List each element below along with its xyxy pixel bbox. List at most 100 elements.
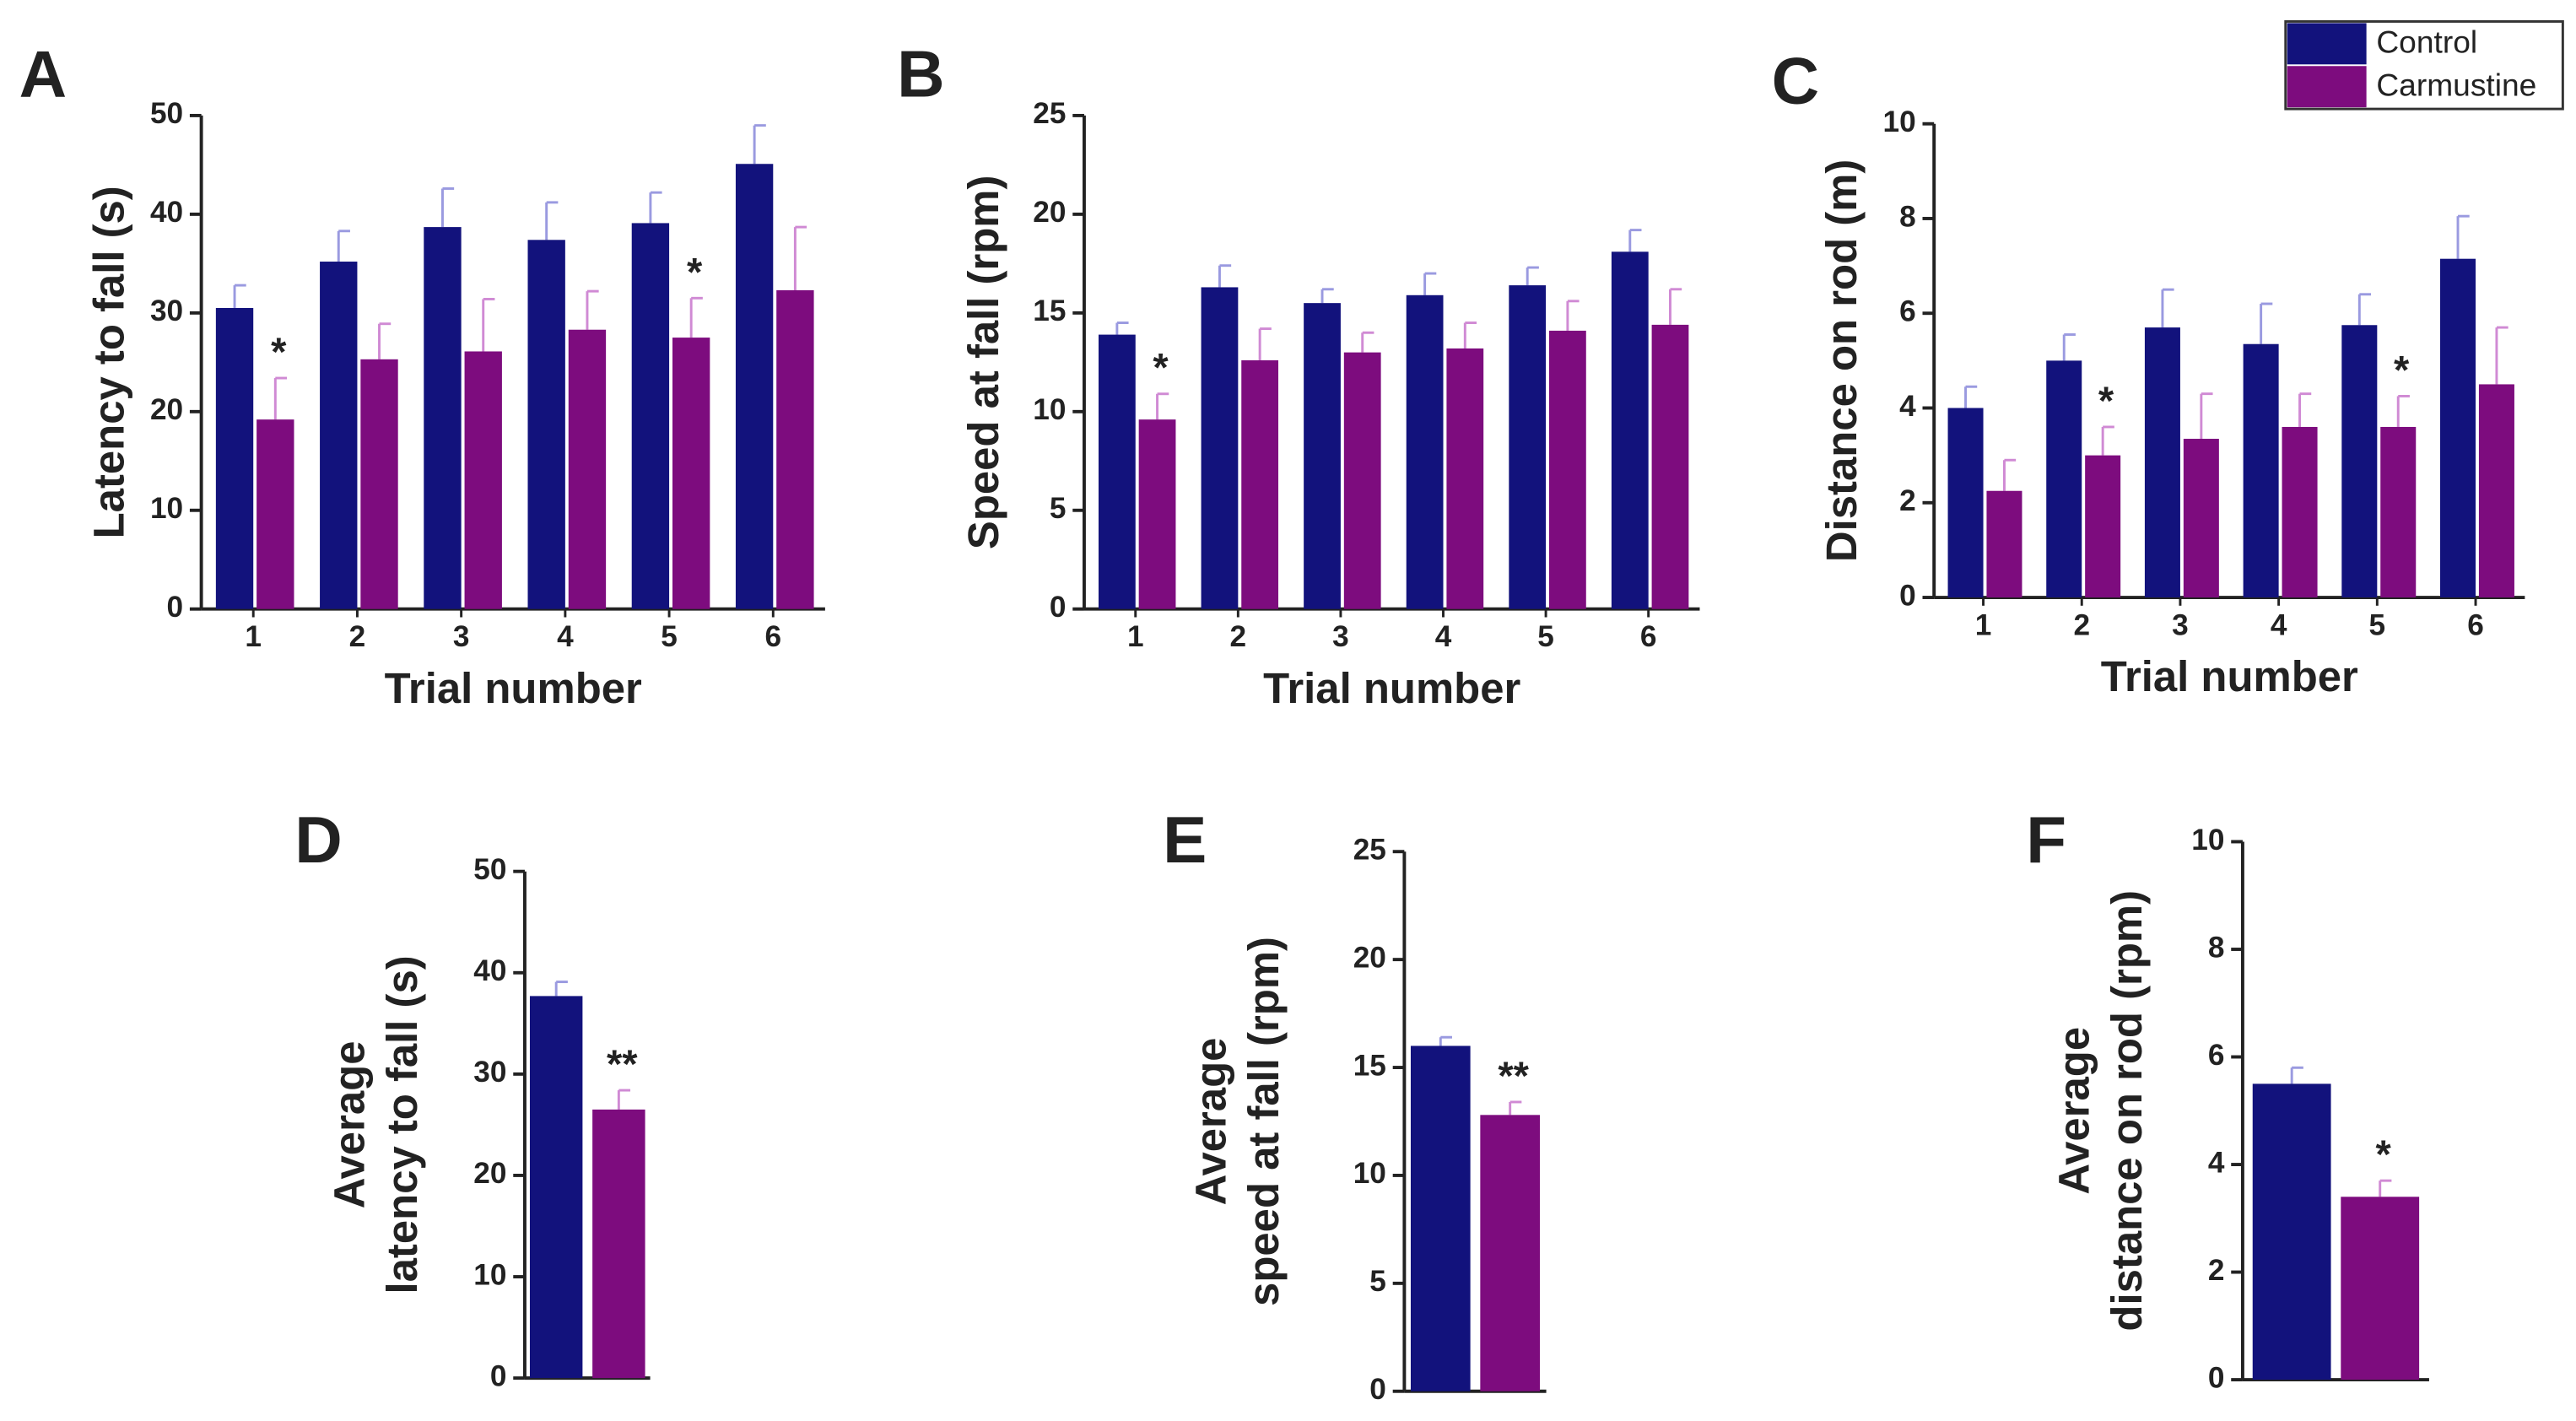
y-tick-label: 25 bbox=[1353, 834, 1386, 867]
bar bbox=[1480, 1115, 1540, 1391]
y-axis-label: Average latency to fall (s) bbox=[326, 955, 427, 1294]
x-tick-label: 1 bbox=[1127, 620, 1144, 653]
y-tick-label: 40 bbox=[473, 954, 506, 987]
y-tick-label: 10 bbox=[473, 1258, 506, 1291]
bar bbox=[215, 308, 254, 609]
y-tick-label: 10 bbox=[1353, 1157, 1386, 1190]
bar bbox=[631, 223, 670, 609]
y-tick-label: 5 bbox=[1369, 1265, 1386, 1298]
x-axis-label: Trial number bbox=[2101, 652, 2358, 700]
bar bbox=[1241, 359, 1279, 609]
x-axis-label: Trial number bbox=[385, 664, 642, 712]
y-tick-label: 50 bbox=[150, 97, 183, 130]
y-tick-label: 8 bbox=[1899, 200, 1916, 233]
y-tick-label: 0 bbox=[2208, 1361, 2225, 1394]
y-tick-label: 20 bbox=[150, 393, 183, 426]
y-axis-label-line: distance on rod (rpm) bbox=[2103, 890, 2151, 1332]
y-tick-label: 2 bbox=[1899, 484, 1916, 517]
y-axis-label-line: Average bbox=[2050, 1027, 2098, 1195]
x-tick-label: 2 bbox=[1230, 620, 1247, 653]
x-tick-label: 4 bbox=[2271, 609, 2287, 642]
y-tick-label: 10 bbox=[1883, 105, 1916, 138]
y-tick-label: 0 bbox=[1899, 579, 1916, 612]
significance-marker: ** bbox=[607, 1042, 638, 1086]
panel-label: A bbox=[19, 37, 68, 111]
bar bbox=[735, 164, 774, 609]
y-tick-label: 20 bbox=[1033, 196, 1066, 229]
x-tick-label: 2 bbox=[2073, 609, 2090, 642]
significance-marker: * bbox=[2375, 1132, 2391, 1176]
bar bbox=[1098, 334, 1136, 609]
y-tick-label: 25 bbox=[1033, 97, 1066, 130]
panel-label: D bbox=[294, 802, 343, 877]
bar bbox=[1406, 294, 1444, 609]
bar bbox=[1446, 348, 1484, 609]
bar bbox=[1549, 330, 1586, 609]
bar bbox=[360, 359, 398, 609]
y-axis-label-line: Average bbox=[1187, 1038, 1235, 1206]
bar bbox=[1343, 352, 1381, 609]
bar bbox=[2252, 1083, 2331, 1380]
y-tick-label: 30 bbox=[473, 1056, 506, 1089]
panel-label: B bbox=[897, 37, 945, 111]
bar bbox=[672, 338, 710, 609]
y-tick-label: 6 bbox=[2208, 1039, 2225, 1072]
y-axis-label: Average distance on rod (rpm) bbox=[2050, 890, 2152, 1332]
x-tick-label: 4 bbox=[557, 620, 574, 653]
legend-swatch bbox=[2287, 66, 2367, 108]
y-tick-label: 15 bbox=[1353, 1049, 1386, 1082]
y-tick-label: 2 bbox=[2208, 1254, 2225, 1287]
x-axis-label: Trial number bbox=[1263, 664, 1520, 712]
bar bbox=[2440, 258, 2476, 598]
y-tick-label: 5 bbox=[1050, 492, 1067, 525]
y-tick-label: 40 bbox=[150, 196, 183, 229]
y-tick-label: 30 bbox=[150, 294, 183, 327]
y-axis-label: Average speed at fall (rpm) bbox=[1187, 937, 1288, 1306]
bar bbox=[529, 996, 583, 1379]
y-tick-label: 20 bbox=[473, 1157, 506, 1190]
bar bbox=[1304, 303, 1341, 609]
bar bbox=[1651, 324, 1689, 609]
y-tick-label: 20 bbox=[1353, 941, 1386, 974]
bar bbox=[2282, 426, 2318, 598]
x-tick-label: 3 bbox=[453, 620, 470, 653]
bar bbox=[1138, 419, 1176, 609]
bar bbox=[1410, 1045, 1471, 1391]
y-tick-label: 10 bbox=[150, 492, 183, 525]
bar bbox=[1201, 287, 1239, 609]
x-tick-label: 5 bbox=[1537, 620, 1554, 653]
bar bbox=[2085, 455, 2121, 598]
bar bbox=[320, 262, 358, 609]
panel-label: C bbox=[1772, 43, 1820, 117]
bar bbox=[2046, 360, 2082, 598]
bar bbox=[2341, 1197, 2420, 1380]
x-tick-label: 2 bbox=[349, 620, 366, 653]
legend-label: Control bbox=[2376, 24, 2477, 60]
y-tick-label: 6 bbox=[1899, 295, 1916, 328]
y-axis-label: Latency to fall (s) bbox=[84, 186, 132, 538]
x-tick-label: 4 bbox=[1435, 620, 1452, 653]
bar bbox=[527, 240, 565, 609]
bar bbox=[464, 351, 502, 609]
y-axis-label: Distance on rod (m) bbox=[1817, 159, 1866, 562]
significance-marker: ** bbox=[1498, 1054, 1529, 1098]
bar bbox=[2243, 343, 2279, 598]
x-tick-label: 3 bbox=[2172, 609, 2189, 642]
panel-label: E bbox=[1163, 802, 1207, 877]
panel-label: F bbox=[2026, 802, 2066, 877]
bar bbox=[776, 289, 814, 609]
bar bbox=[568, 329, 607, 609]
x-tick-label: 1 bbox=[1975, 609, 1992, 642]
y-axis-label-line: Average bbox=[326, 1041, 374, 1209]
bar bbox=[2380, 426, 2417, 598]
significance-marker: * bbox=[271, 330, 287, 374]
y-tick-label: 4 bbox=[1899, 390, 1916, 423]
x-tick-label: 1 bbox=[245, 620, 262, 653]
bar bbox=[257, 419, 294, 609]
significance-marker: * bbox=[687, 250, 703, 294]
x-tick-label: 6 bbox=[2467, 609, 2484, 642]
y-axis-label: Speed at fall (rpm) bbox=[959, 176, 1007, 550]
x-tick-label: 3 bbox=[1332, 620, 1349, 653]
y-tick-label: 10 bbox=[1033, 393, 1066, 426]
x-tick-label: 5 bbox=[661, 620, 678, 653]
